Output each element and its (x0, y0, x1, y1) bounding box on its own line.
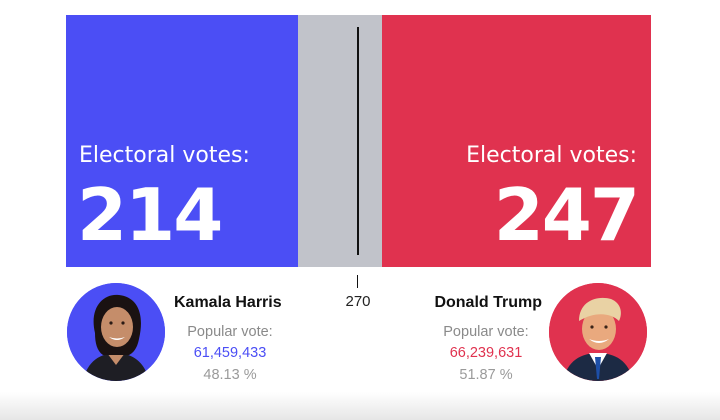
harris-electoral-label: Electoral votes: (79, 143, 250, 168)
trump-popular-vote: 66,239,631 (449, 345, 523, 361)
trump-electoral-count: 247 (493, 173, 640, 257)
threshold-line (357, 27, 359, 255)
trump-avatar (549, 283, 647, 381)
harris-name: Kamala Harris (174, 294, 282, 311)
threshold-tick (357, 275, 358, 288)
harris-popular-percent: 48.13 % (203, 367, 257, 383)
trump-popular-label: Popular vote: (443, 324, 529, 340)
trump-electoral-panel: Electoral votes: 247 (382, 15, 651, 267)
harris-avatar (67, 283, 165, 381)
threshold-label: 270 (345, 293, 371, 310)
bottom-fade (0, 392, 720, 420)
trump-electoral-label: Electoral votes: (466, 143, 637, 168)
harris-popular-vote: 61,459,433 (193, 345, 267, 361)
trump-name: Donald Trump (434, 294, 542, 311)
harris-electoral-panel: Electoral votes: 214 (66, 15, 298, 267)
trump-popular-percent: 51.87 % (459, 367, 513, 383)
harris-popular-label: Popular vote: (187, 324, 273, 340)
uncalled-electoral-panel (298, 15, 382, 267)
harris-electoral-count: 214 (77, 173, 223, 257)
